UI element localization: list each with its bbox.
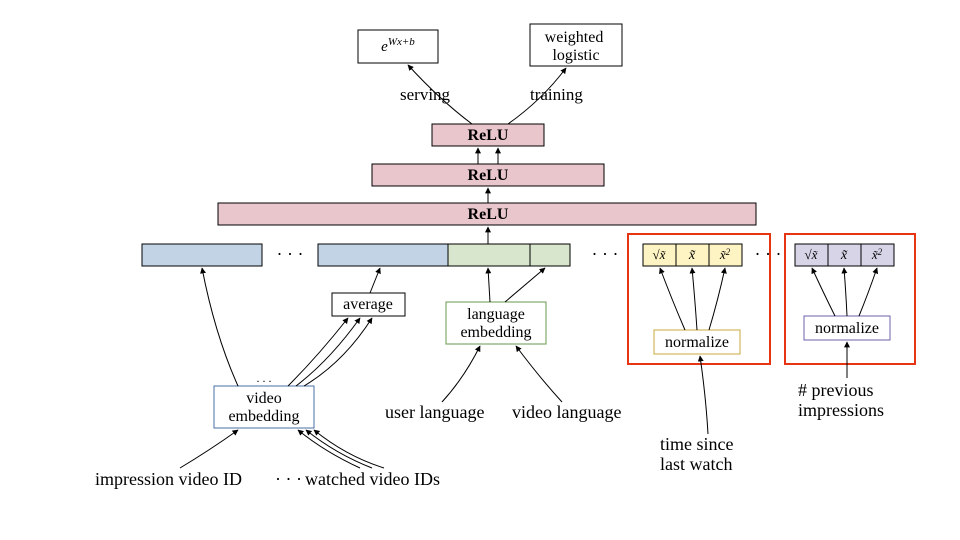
language-embedding-label: languageembedding	[460, 306, 531, 341]
arrow-norm1-c1	[660, 268, 685, 330]
time-since-label: time sincelast watch	[660, 434, 733, 474]
arrow-userlang	[442, 346, 480, 402]
arrow-videmb-blue1	[202, 268, 238, 386]
svg-text:√x̃: √x̃	[805, 247, 819, 262]
prev-impressions-label: # previousimpressions	[798, 380, 884, 420]
videmb-dots: . . .	[257, 371, 272, 385]
arrow-norm1-c2	[692, 268, 697, 330]
normalize-2-label: normalize	[815, 320, 879, 337]
video-embedding-label: videoembedding	[228, 390, 299, 425]
relu-2-label: ReLU	[468, 167, 509, 184]
green-bar-1	[448, 244, 530, 266]
watched-ids-label: watched video IDs	[305, 469, 440, 489]
training-label: training	[530, 85, 583, 104]
video-language-label: video language	[512, 402, 621, 422]
green-bar-2	[530, 244, 570, 266]
yellow-cells: √x̃ x̃ x̃2	[643, 244, 742, 266]
average-label: average	[343, 296, 393, 313]
bottom-dots: · · ·	[275, 469, 302, 489]
normalize-1-label: normalize	[665, 334, 729, 351]
weighted-logistic-text: weighted logistic	[545, 29, 608, 64]
arrow-norm2-c2	[844, 268, 847, 316]
svg-text:x̃: x̃	[840, 248, 848, 263]
dots-3: · · ·	[755, 244, 782, 264]
svg-text:√x̃: √x̃	[653, 247, 667, 262]
arrow-lang-green2	[505, 268, 545, 302]
dots-1: · · ·	[277, 244, 304, 264]
purple-cells: √x̃ x̃ x̃2	[795, 244, 894, 266]
arrow-time-norm1	[700, 356, 708, 434]
arrow-videmb-avg-2	[296, 318, 360, 386]
user-language-label: user language	[385, 402, 484, 422]
arrow-norm1-c3	[709, 268, 725, 330]
arrow-imprid-videmb	[180, 430, 238, 468]
relu-3-label: ReLU	[468, 206, 509, 223]
arrow-norm2-c1	[812, 268, 835, 316]
arrow-watched-1	[298, 430, 360, 468]
arrow-norm2-c3	[859, 268, 877, 316]
arrow-vidlang	[516, 346, 562, 402]
serving-label: serving	[400, 85, 451, 104]
svg-text:x̃: x̃	[688, 248, 696, 263]
dots-2: · · ·	[592, 244, 619, 264]
arrow-watched-2	[306, 430, 372, 468]
relu-1-label: ReLU	[468, 127, 509, 144]
blue-bar-1	[142, 244, 262, 266]
arrow-videmb-avg-1	[288, 318, 348, 386]
blue-bar-2	[318, 244, 448, 266]
arrow-videmb-avg-3	[304, 318, 372, 386]
arrow-lang-green1	[488, 268, 490, 302]
arrow-avg-blue2	[370, 268, 380, 293]
impression-id-label: impression video ID	[95, 469, 242, 489]
architecture-diagram: eWx+b weighted logistic serving training…	[0, 0, 960, 540]
